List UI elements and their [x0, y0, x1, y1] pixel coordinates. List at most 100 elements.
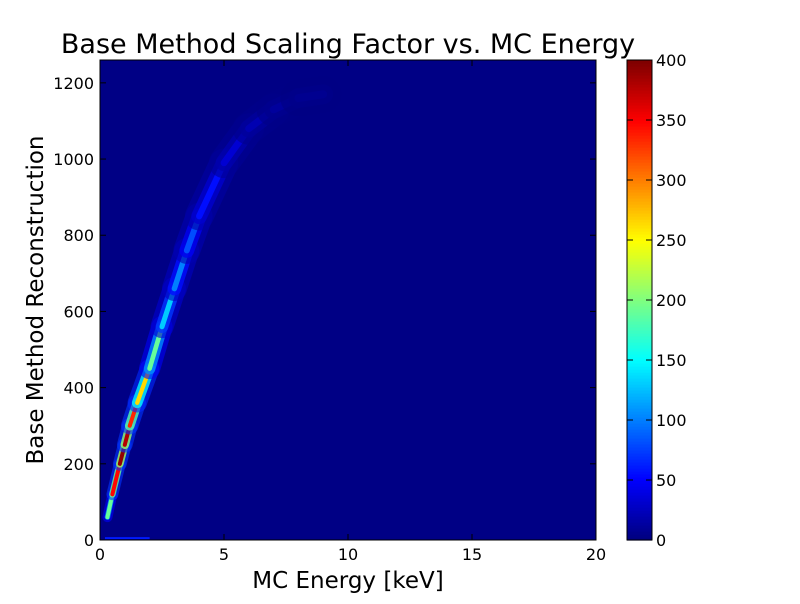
colorbar-segment: [627, 273, 652, 277]
colorbar-segment: [627, 510, 652, 514]
colorbar-segment: [627, 408, 652, 412]
colorbar-segment: [627, 114, 652, 118]
colorbar-tick-label: 50: [656, 471, 676, 490]
colorbar-segment: [627, 303, 652, 307]
y-tick-label: 1000: [53, 150, 94, 169]
colorbar-segment: [627, 276, 652, 280]
colorbar-segment: [627, 294, 652, 298]
colorbar-segment: [627, 375, 652, 379]
colorbar-segment: [627, 204, 652, 208]
colorbar-segment: [627, 321, 652, 325]
colorbar-segment: [627, 438, 652, 442]
colorbar-segment: [627, 423, 652, 427]
colorbar-segment: [627, 111, 652, 115]
colorbar-segment: [627, 222, 652, 226]
colorbar-segment: [627, 261, 652, 265]
colorbar-segment: [627, 87, 652, 91]
colorbar: 0 50 100 150 200 250 300 350 400: [626, 51, 687, 550]
colorbar-segment: [627, 378, 652, 382]
colorbar-segment: [627, 198, 652, 202]
colorbar-segment: [627, 345, 652, 349]
colorbar-segment: [627, 498, 652, 502]
colorbar-segment: [627, 207, 652, 211]
colorbar-segment: [627, 372, 652, 376]
colorbar-segment: [627, 75, 652, 79]
y-tick-label: 0: [84, 531, 94, 550]
colorbar-segment: [627, 336, 652, 340]
y-tick-label: 1200: [53, 74, 94, 93]
colorbar-segment: [627, 102, 652, 106]
colorbar-segment: [627, 195, 652, 199]
colorbar-segment: [627, 357, 652, 361]
colorbar-segment: [627, 171, 652, 175]
colorbar-segment: [627, 165, 652, 169]
y-axis-label: Base Method Reconstruction: [23, 135, 49, 464]
colorbar-segment: [627, 309, 652, 313]
colorbar-segment: [627, 189, 652, 193]
colorbar-segment: [627, 381, 652, 385]
colorbar-segment: [627, 435, 652, 439]
colorbar-tick-label: 150: [656, 351, 687, 370]
ridge-core: [294, 90, 328, 103]
colorbar-segment: [627, 315, 652, 319]
colorbar-segment: [627, 384, 652, 388]
colorbar-segment: [627, 495, 652, 499]
colorbar-tick-label: 400: [656, 51, 687, 70]
colorbar-segment: [627, 147, 652, 151]
colorbar-segment: [627, 450, 652, 454]
x-tick-label: 0: [95, 545, 105, 564]
colorbar-segment: [627, 324, 652, 328]
colorbar-tick-label: 250: [656, 231, 687, 250]
colorbar-segment: [627, 243, 652, 247]
colorbar-segment: [627, 318, 652, 322]
colorbar-segment: [627, 528, 652, 532]
colorbar-segment: [627, 249, 652, 253]
colorbar-tick-label: 100: [656, 411, 687, 430]
colorbar-segment: [627, 456, 652, 460]
colorbar-segment: [627, 477, 652, 481]
colorbar-segment: [627, 255, 652, 259]
colorbar-segment: [627, 396, 652, 400]
colorbar-segment: [627, 504, 652, 508]
colorbar-segment: [627, 300, 652, 304]
colorbar-segment: [627, 282, 652, 286]
colorbar-segment: [627, 465, 652, 469]
colorbar-segment: [627, 60, 652, 64]
colorbar-segment: [627, 468, 652, 472]
colorbar-segment: [627, 537, 652, 541]
colorbar-segment: [627, 153, 652, 157]
y-tick-label: 600: [63, 302, 94, 321]
x-tick-label: 5: [219, 545, 229, 564]
colorbar-segment: [627, 462, 652, 466]
colorbar-segment: [627, 525, 652, 529]
colorbar-segment: [627, 237, 652, 241]
colorbar-segment: [627, 429, 652, 433]
colorbar-segment: [627, 312, 652, 316]
colorbar-segment: [627, 105, 652, 109]
x-tick-label: 20: [586, 545, 606, 564]
colorbar-segment: [627, 117, 652, 121]
ridge-band: [102, 76, 342, 540]
colorbar-segment: [627, 69, 652, 73]
colorbar-segment: [627, 228, 652, 232]
colorbar-segment: [627, 516, 652, 520]
y-tick-label: 400: [63, 379, 94, 398]
colorbar-segment: [627, 186, 652, 190]
colorbar-segment: [627, 279, 652, 283]
colorbar-segment: [627, 144, 652, 148]
colorbar-segment: [627, 459, 652, 463]
colorbar-segment: [627, 402, 652, 406]
colorbar-segment: [627, 405, 652, 409]
colorbar-segment: [627, 387, 652, 391]
colorbar-segment: [627, 93, 652, 97]
x-axis-label: MC Energy [keV]: [252, 568, 443, 594]
colorbar-segment: [627, 327, 652, 331]
colorbar-segment: [627, 201, 652, 205]
colorbar-segment: [627, 66, 652, 70]
colorbar-segment: [627, 192, 652, 196]
colorbar-segment: [627, 363, 652, 367]
chart-title: Base Method Scaling Factor vs. MC Energy: [61, 29, 635, 60]
colorbar-segment: [627, 441, 652, 445]
colorbar-segment: [627, 393, 652, 397]
